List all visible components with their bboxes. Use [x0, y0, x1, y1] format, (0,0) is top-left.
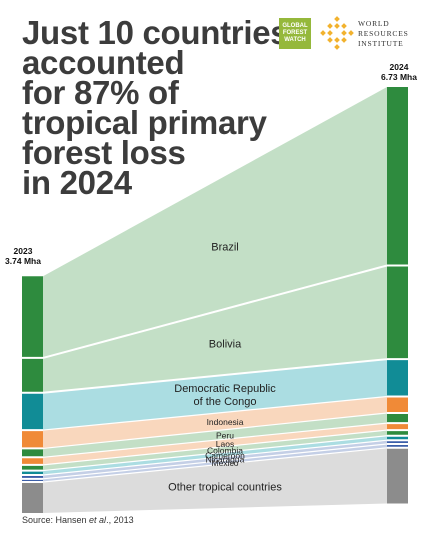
label-brazil: Brazil: [211, 242, 239, 254]
band-divider-1: [42, 264, 388, 359]
bar-2024-laos: [387, 423, 408, 431]
band-divider-10: [42, 447, 388, 483]
label-mexico: Mexico: [212, 458, 239, 468]
band-mexico: [43, 444, 387, 482]
wri-logo-mark-icon: [320, 16, 354, 50]
bar-2024-nicaragua: [387, 440, 408, 445]
label-indonesia: Indonesia: [207, 417, 244, 427]
total-2024: 6.73 Mha: [381, 72, 417, 82]
band-other-tropical-countries: [43, 447, 387, 513]
bar-2024-cameroon: [387, 435, 408, 441]
source-et-al: et al: [89, 515, 107, 525]
bar-2023-indonesia: [22, 430, 43, 449]
band-cameroon: [43, 435, 387, 476]
band-brazil: [43, 87, 387, 358]
label-bolivia: Bolivia: [209, 339, 242, 351]
band-divider-9: [42, 443, 388, 480]
source-note: Source: Hansen et al., 2013: [22, 515, 134, 525]
label-colombia: Colombia: [207, 445, 243, 455]
year-label-2024: 2024 6.73 Mha: [378, 62, 420, 82]
band-indonesia: [43, 396, 387, 449]
band-bolivia: [43, 265, 387, 393]
bar-2023-democratic-republic-of-the-congo: [22, 392, 43, 431]
band-colombia: [43, 430, 387, 471]
year-2024: 2024: [389, 62, 409, 72]
year-label-2023: 2023 3.74 Mha: [4, 246, 42, 266]
label-democratic-republic-of-the-congo-line-1: Democratic Republic: [174, 383, 276, 395]
year-2023: 2023: [13, 246, 33, 256]
bar-2024-colombia: [387, 430, 408, 436]
bar-2024-mexico: [387, 444, 408, 448]
band-divider-4: [42, 412, 388, 450]
flow-bands: [42, 87, 388, 513]
bar-2023-cameroon: [22, 470, 43, 476]
bar-2023-brazil: [22, 276, 43, 358]
band-nicaragua: [43, 440, 387, 479]
total-2023: 3.74 Mha: [5, 256, 41, 266]
label-nicaragua: Nicaragua: [206, 454, 245, 464]
wri-logo-text: WORLD RESOURCES INSTITUTE: [358, 19, 409, 48]
label-cameroon: Cameroon: [205, 450, 245, 460]
label-peru: Peru: [216, 430, 234, 440]
chart-title: Just 10 countries accounted for 87% of t…: [22, 14, 289, 201]
band-peru: [43, 412, 387, 458]
bar-2024-indonesia: [387, 396, 408, 413]
bar-2024-bolivia: [387, 265, 408, 360]
source-prefix: Source: Hansen: [22, 515, 90, 525]
band-divider-8: [42, 439, 388, 476]
label-democratic-republic-of-the-congo-line-2: of the Congo: [194, 396, 257, 408]
bar-2024-brazil: [387, 87, 408, 266]
label-laos: Laos: [216, 439, 234, 449]
bar-2023-colombia: [22, 464, 43, 471]
band-divider-7: [42, 435, 388, 472]
bar-2024-other-tropical-countries: [387, 447, 408, 504]
band-democratic-republic-of-the-congo: [43, 359, 387, 431]
band-divider-2: [42, 358, 388, 394]
bar-2023-peru: [22, 448, 43, 458]
global-forest-watch-logo: GLOBAL FOREST WATCH: [279, 18, 311, 49]
band-divider-5: [42, 422, 388, 458]
bar-2023-mexico: [22, 478, 43, 482]
label-other-tropical-countries: Other tropical countries: [168, 481, 282, 493]
bar-2024-peru: [387, 412, 408, 424]
bar-2023-other-tropical-countries: [22, 481, 43, 513]
band-divider-6: [42, 429, 388, 466]
bar-2023-nicaragua: [22, 475, 43, 479]
bar-2023-bolivia: [22, 357, 43, 393]
bar-2023-laos: [22, 457, 43, 465]
band-divider-3: [42, 395, 388, 431]
bar-2024-democratic-republic-of-the-congo: [387, 359, 408, 397]
source-suffix: ., 2013: [106, 515, 134, 525]
band-laos: [43, 423, 387, 465]
node-bars: [22, 87, 408, 513]
